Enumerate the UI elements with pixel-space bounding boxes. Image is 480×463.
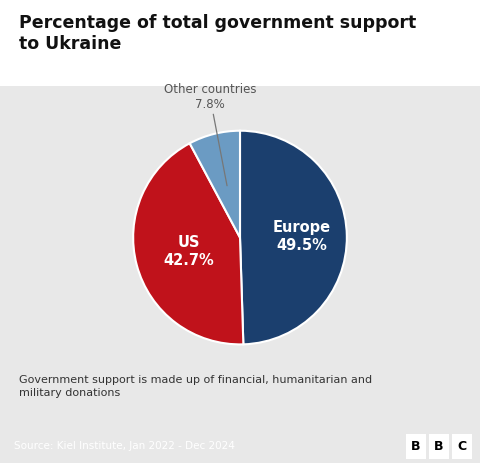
Text: Percentage of total government support
to Ukraine: Percentage of total government support t… [19, 14, 417, 53]
FancyBboxPatch shape [406, 434, 426, 459]
Text: US
42.7%: US 42.7% [163, 235, 214, 268]
Text: B: B [411, 440, 420, 453]
Text: B: B [434, 440, 444, 453]
Text: Government support is made up of financial, humanitarian and
military donations: Government support is made up of financi… [19, 375, 372, 398]
Wedge shape [190, 131, 240, 238]
FancyBboxPatch shape [452, 434, 472, 459]
Wedge shape [133, 143, 243, 344]
Text: Other countries
7.8%: Other countries 7.8% [164, 83, 256, 186]
Text: Source: Kiel Institute, Jan 2022 - Dec 2024: Source: Kiel Institute, Jan 2022 - Dec 2… [14, 441, 235, 451]
Text: Europe
49.5%: Europe 49.5% [273, 220, 331, 253]
FancyBboxPatch shape [429, 434, 449, 459]
Wedge shape [240, 131, 347, 344]
Text: C: C [457, 440, 467, 453]
